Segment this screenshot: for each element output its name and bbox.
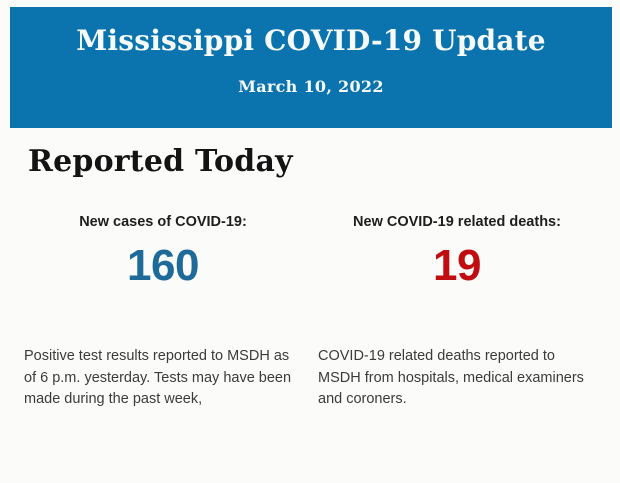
new-cases-label: New cases of COVID-19:	[79, 214, 247, 230]
main-content: Reported Today New cases of COVID-19: 16…	[0, 144, 620, 411]
new-deaths-value: 19	[433, 241, 481, 290]
stats-columns: New cases of COVID-19: 160 Positive test…	[24, 214, 596, 411]
new-deaths-description: COVID-19 related deaths reported to MSDH…	[318, 348, 584, 407]
new-cases-description: Positive test results reported to MSDH a…	[24, 348, 292, 407]
new-deaths-label: New COVID-19 related deaths:	[353, 214, 561, 230]
header-banner: Mississippi COVID-19 Update March 10, 20…	[10, 7, 612, 128]
new-cases-value: 160	[127, 241, 199, 290]
stat-new-cases: New cases of COVID-19: 160 Positive test…	[24, 214, 302, 411]
header-date: March 10, 2022	[238, 77, 384, 96]
page-title: Mississippi COVID-19 Update	[76, 24, 546, 57]
section-title: Reported Today	[28, 144, 293, 179]
covid-update-page: Mississippi COVID-19 Update March 10, 20…	[0, 7, 620, 483]
stat-new-deaths: New COVID-19 related deaths: 19 COVID-19…	[318, 214, 596, 411]
